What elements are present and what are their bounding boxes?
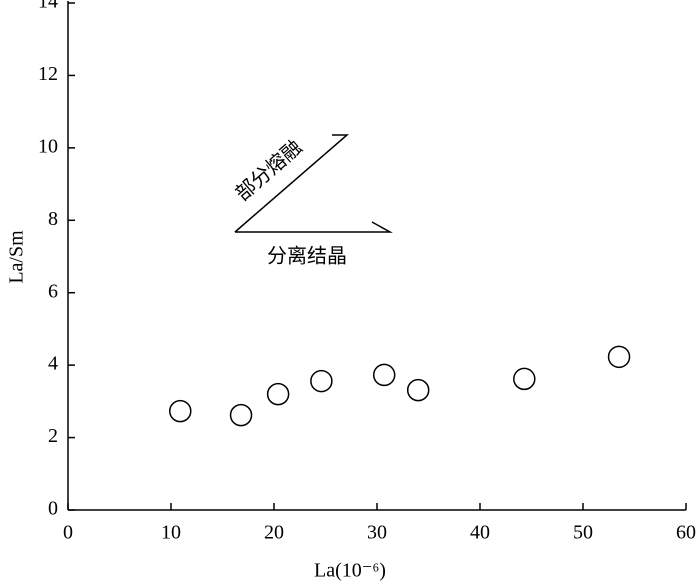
point: [607, 345, 631, 369]
x-tick-label: 50: [573, 522, 593, 544]
y-tick-label: 8: [48, 208, 58, 230]
annotation: 部分熔融: [231, 136, 306, 206]
y-tick-label: 0: [48, 498, 58, 520]
point: [372, 363, 396, 387]
point: [310, 369, 333, 393]
y-tick-label: 14: [38, 0, 58, 13]
point: [406, 378, 430, 402]
x-axis-label: La(10⁻⁶): [314, 560, 386, 582]
point: [513, 367, 536, 391]
y-tick-label: 10: [38, 135, 58, 157]
y-tick-label: 12: [38, 63, 58, 85]
x-tick-label: 10: [161, 522, 181, 544]
point: [229, 403, 253, 427]
x-tick-label: 30: [367, 522, 387, 544]
point: [169, 399, 192, 423]
fractional-crystallization-arrow: [235, 221, 393, 233]
annotation: 分离结晶: [267, 245, 347, 268]
x-tick-label: 60: [676, 522, 696, 544]
y-tick-label: 6: [48, 280, 58, 302]
x-tick-label: 0: [63, 522, 73, 544]
point: [266, 382, 290, 406]
y-axis-label: La/Sm: [6, 230, 28, 284]
x-tick-label: 40: [470, 522, 490, 544]
x-tick-label: 20: [264, 522, 284, 544]
partial-melting-arrow: [234, 134, 350, 233]
y-tick-label: 2: [48, 425, 58, 447]
y-tick-label: 4: [48, 353, 58, 375]
